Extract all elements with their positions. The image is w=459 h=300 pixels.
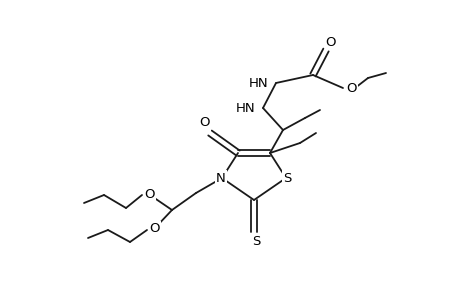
Text: O: O [325, 35, 336, 49]
Text: O: O [345, 82, 356, 94]
Text: S: S [282, 172, 291, 184]
Text: S: S [251, 236, 260, 248]
Text: O: O [199, 116, 210, 130]
Text: HN: HN [235, 101, 254, 115]
Text: HN: HN [248, 76, 268, 89]
Text: N: N [216, 172, 225, 184]
Text: O: O [145, 188, 155, 200]
Text: O: O [150, 223, 160, 236]
